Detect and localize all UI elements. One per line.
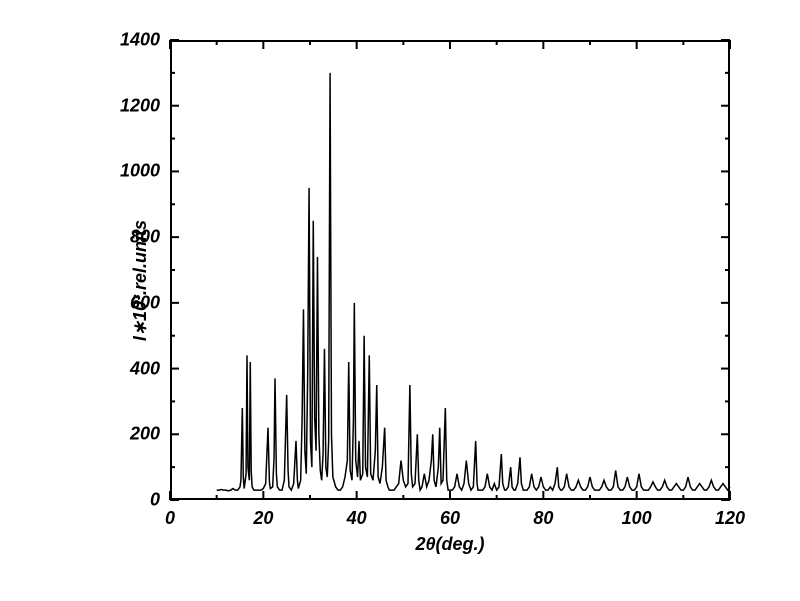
- data-line: [60, 20, 770, 560]
- x-tick-label: 80: [533, 508, 553, 529]
- xrd-chart: I∗10³.rel.units 2θ(deg.) 020406080100120…: [60, 20, 760, 560]
- x-tick-label: 120: [715, 508, 745, 529]
- y-tick-label: 1000: [120, 161, 160, 182]
- y-tick-label: 200: [130, 424, 160, 445]
- x-tick-label: 60: [440, 508, 460, 529]
- x-axis-label: 2θ(deg.): [415, 534, 484, 555]
- x-tick-label: 20: [253, 508, 273, 529]
- y-tick-label: 600: [130, 292, 160, 313]
- x-tick-label: 0: [165, 508, 175, 529]
- y-tick-label: 400: [130, 358, 160, 379]
- y-tick-label: 0: [150, 490, 160, 511]
- x-tick-label: 100: [622, 508, 652, 529]
- x-tick-label: 40: [347, 508, 367, 529]
- y-tick-label: 800: [130, 227, 160, 248]
- y-tick-label: 1200: [120, 95, 160, 116]
- y-tick-label: 1400: [120, 30, 160, 51]
